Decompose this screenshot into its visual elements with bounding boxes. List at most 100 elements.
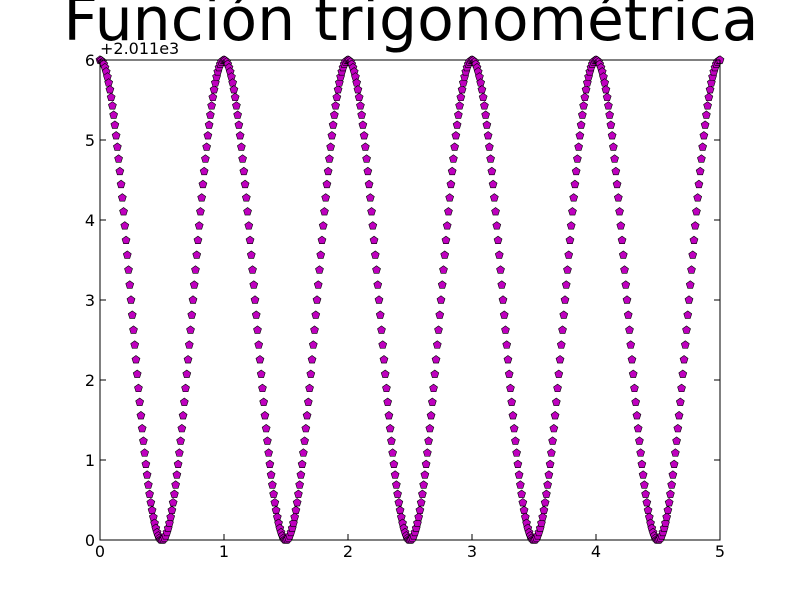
data-point	[668, 470, 678, 479]
data-point	[263, 436, 272, 445]
data-point	[481, 110, 490, 119]
data-point	[259, 397, 269, 406]
data-point	[110, 120, 120, 129]
data-point	[498, 295, 508, 304]
data-point	[549, 424, 559, 433]
data-point	[538, 512, 548, 521]
data-point	[199, 166, 209, 176]
data-point	[415, 505, 425, 515]
data-point	[672, 436, 681, 445]
data-point	[354, 92, 364, 102]
data-point	[569, 193, 579, 202]
data-point	[251, 310, 261, 319]
data-point	[547, 448, 556, 457]
data-point	[451, 131, 461, 140]
data-point	[206, 110, 215, 119]
y-tick-label: 1	[85, 451, 95, 470]
data-point	[480, 101, 489, 110]
data-point	[517, 489, 526, 498]
data-point	[425, 424, 435, 433]
data-point	[131, 355, 141, 364]
data-point	[294, 489, 303, 498]
data-point	[564, 250, 574, 259]
y-axis-offset-label: +2.011e3	[100, 39, 179, 58]
data-point	[482, 120, 492, 129]
data-point	[632, 411, 642, 420]
data-point	[292, 498, 302, 507]
data-point	[168, 498, 178, 507]
data-point	[239, 166, 249, 176]
data-point	[555, 355, 565, 364]
data-point	[429, 383, 438, 393]
data-point	[455, 101, 464, 110]
data-point	[418, 489, 427, 498]
data-point	[255, 355, 265, 364]
data-point	[328, 120, 338, 129]
data-point	[234, 120, 244, 129]
data-point	[441, 235, 451, 245]
data-point	[642, 498, 652, 507]
data-point	[623, 310, 633, 319]
data-point	[520, 512, 530, 521]
data-markers	[95, 55, 725, 544]
data-point	[621, 280, 631, 289]
data-point	[177, 424, 187, 433]
data-point	[493, 235, 503, 245]
data-point	[183, 355, 193, 364]
data-point	[506, 383, 515, 393]
data-point	[684, 295, 694, 304]
data-point	[690, 221, 700, 230]
x-tick-label: 2	[343, 542, 353, 561]
data-point	[353, 85, 363, 94]
data-point	[430, 369, 440, 378]
data-point	[604, 101, 613, 110]
data-point	[667, 480, 676, 489]
data-point	[322, 179, 332, 189]
data-point	[630, 383, 639, 393]
data-point	[414, 512, 424, 521]
data-point	[209, 85, 219, 94]
data-point	[611, 166, 621, 176]
data-point	[189, 280, 199, 289]
data-point	[297, 459, 307, 468]
x-tick-label: 0	[95, 542, 105, 561]
data-point	[330, 110, 339, 119]
data-point	[117, 193, 127, 202]
data-point	[313, 280, 323, 289]
data-point	[139, 436, 148, 445]
data-point	[116, 179, 126, 189]
data-point	[674, 411, 684, 420]
data-point	[637, 459, 647, 468]
data-point	[303, 397, 313, 406]
data-point	[501, 325, 510, 334]
data-point	[260, 411, 270, 420]
data-point	[483, 131, 493, 140]
data-point	[559, 310, 569, 319]
data-point	[373, 280, 383, 289]
data-point	[383, 397, 393, 406]
data-point	[384, 411, 394, 420]
data-point	[122, 250, 132, 259]
data-point	[513, 459, 523, 468]
data-point	[316, 250, 326, 259]
data-point	[238, 154, 247, 163]
data-point	[486, 154, 495, 163]
data-point	[487, 166, 497, 176]
data-point	[507, 397, 517, 406]
data-point	[641, 489, 650, 498]
data-point	[504, 369, 514, 378]
data-point	[609, 142, 618, 151]
data-point	[578, 110, 587, 119]
data-point	[550, 411, 560, 420]
data-point	[478, 92, 488, 102]
data-point	[394, 498, 404, 507]
data-point	[375, 310, 385, 319]
data-point	[261, 424, 271, 433]
data-point	[268, 480, 277, 489]
data-point	[580, 92, 590, 102]
data-point	[485, 142, 494, 151]
data-point	[477, 85, 487, 94]
data-point	[571, 166, 581, 176]
data-point	[420, 470, 430, 479]
data-point	[193, 235, 203, 245]
